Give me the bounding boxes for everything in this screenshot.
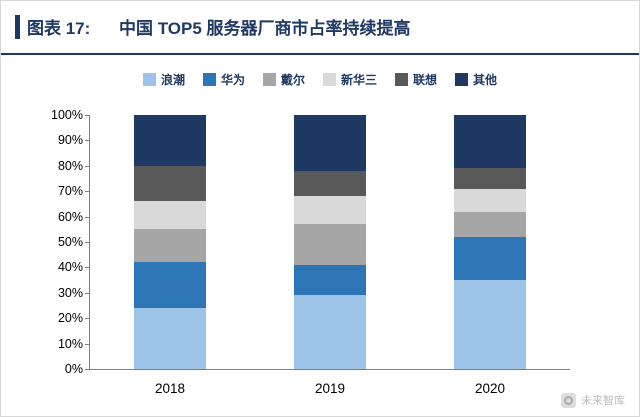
bar-group-2018[interactable]: 2018 (134, 115, 206, 396)
figure-label: 图表 17: (27, 19, 91, 38)
legend-swatch-icon-1 (202, 72, 216, 86)
legend-item-2: 戴尔 (262, 71, 305, 88)
watermark: 未来智库 (561, 392, 625, 408)
y-axis-tickmark-6 (85, 216, 90, 218)
legend-label-2: 戴尔 (280, 72, 305, 87)
y-axis-tick-label-8: 80% (57, 158, 83, 173)
legend-swatch-icon-0 (142, 72, 156, 86)
legend-item-4: 联想 (395, 71, 437, 88)
legend-label-0: 浪潮 (160, 72, 185, 87)
bar-group-2020[interactable]: 2020 (454, 115, 526, 396)
circle-logo-icon (561, 392, 576, 408)
y-axis-tick-label-3: 30% (57, 285, 83, 300)
legend-swatch-icon-3 (323, 72, 336, 86)
y-axis-tickmark-8 (85, 165, 90, 167)
watermark-label: 未来智库 (581, 395, 625, 407)
bar-segment-2018-1[interactable] (134, 262, 206, 309)
bar-segment-2018-0[interactable] (134, 308, 206, 369)
bar-group-2019[interactable]: 2019 (294, 115, 366, 396)
x-axis-tick-label-2: 2020 (474, 381, 506, 396)
y-axis-tick-label-6: 60% (57, 209, 83, 224)
bar-segment-2018-3[interactable] (134, 201, 206, 230)
bar-segment-2020-1[interactable] (454, 236, 526, 281)
bar-segment-2019-1[interactable] (294, 264, 366, 296)
bar-segment-2019-4[interactable] (294, 170, 366, 197)
legend-item-1: 华为 (202, 71, 245, 88)
legend-item-3: 新华三 (323, 71, 377, 88)
y-axis-tick-label-2: 20% (57, 311, 83, 326)
legend-label-3: 新华三 (341, 72, 378, 87)
bar-segment-2019-0[interactable] (294, 295, 366, 369)
y-axis-tickmark-2 (85, 318, 90, 320)
chart-area: 0% 10% 20% 30% 40% 50% 60% 70% 80% 90% 100% 2018 201… (1, 97, 639, 415)
y-axis-tickmark-1 (85, 343, 90, 345)
bar-segment-2020-2[interactable] (454, 211, 526, 237)
legend-swatch-icon-4 (395, 72, 409, 86)
y-axis-tickmark-3 (85, 292, 90, 294)
bar-segment-2018-5[interactable] (134, 115, 206, 166)
y-axis-tickmark-9 (85, 140, 90, 142)
bar-segment-2018-2[interactable] (134, 229, 206, 263)
bar-segment-2018-4[interactable] (134, 165, 206, 202)
legend-item-0: 浪潮 (142, 71, 185, 88)
title-bar: 图表 17: 中国 TOP5 服务器厂商市占率持续提高 (1, 1, 639, 55)
plot-area: 0% 10% 20% 30% 40% 50% 60% 70% 80% 90% 100% 2018 201… (51, 108, 570, 396)
y-axis-tick-label-5: 50% (57, 235, 83, 249)
y-axis-tickmark-7 (85, 191, 90, 193)
y-axis-tickmark-10 (85, 115, 90, 116)
legend-label-4: 联想 (413, 72, 438, 87)
legend-label-1: 华为 (220, 72, 245, 87)
y-axis-tick-label-0: 0% (64, 362, 83, 376)
y-axis-tick-label-10: 100% (51, 108, 83, 122)
title-accent-bar (15, 15, 20, 39)
bar-segment-2020-5[interactable] (454, 115, 526, 169)
legend-item-5: 其他 (455, 71, 497, 88)
legend-swatch-icon-5 (455, 72, 469, 86)
y-axis-tick-label-7: 70% (57, 184, 83, 199)
legend-swatch-icon-2 (262, 72, 276, 86)
y-axis-tickmark-5 (85, 242, 90, 243)
bar-segment-2019-3[interactable] (294, 196, 366, 225)
y-axis-tickmark-0 (85, 369, 90, 370)
bar-segment-2020-0[interactable] (454, 280, 526, 369)
y-axis-tick-label-9: 90% (57, 133, 83, 148)
x-axis-tick-label-0: 2018 (154, 381, 186, 396)
y-axis-tickmark-4 (85, 267, 90, 269)
x-axis-tick-label-1: 2019 (314, 381, 346, 396)
bar-segment-2019-5[interactable] (294, 115, 366, 171)
y-axis-tick-label-1: 10% (57, 336, 83, 351)
bar-segment-2019-2[interactable] (294, 224, 366, 265)
bar-segment-2020-3[interactable] (454, 188, 526, 212)
page-title: 中国 TOP5 服务器厂商市占率持续提高 (119, 19, 411, 38)
y-axis-tick-label-4: 40% (57, 260, 83, 275)
bar-segment-2020-4[interactable] (454, 168, 526, 189)
legend-label-5: 其他 (473, 72, 498, 87)
chart-legend: 浪潮 华为 戴尔 新华三 联想 其他 (1, 67, 639, 91)
